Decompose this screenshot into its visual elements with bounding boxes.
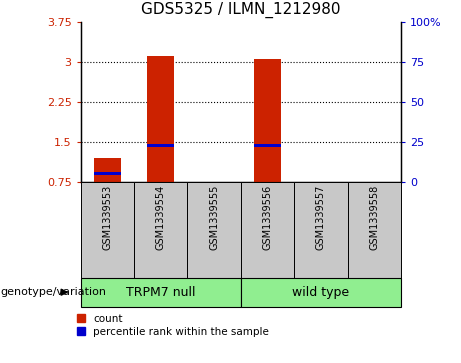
Text: genotype/variation: genotype/variation — [0, 287, 106, 297]
Text: GSM1339555: GSM1339555 — [209, 184, 219, 250]
Text: TRPM7 null: TRPM7 null — [126, 286, 195, 299]
Bar — [148, 144, 174, 147]
Text: GSM1339554: GSM1339554 — [156, 184, 166, 250]
FancyBboxPatch shape — [241, 278, 401, 307]
FancyBboxPatch shape — [294, 182, 348, 278]
Text: GSM1339556: GSM1339556 — [263, 184, 272, 250]
Text: wild type: wild type — [292, 286, 349, 299]
FancyBboxPatch shape — [348, 182, 401, 278]
FancyBboxPatch shape — [134, 182, 188, 278]
FancyBboxPatch shape — [81, 278, 241, 307]
Bar — [254, 59, 281, 182]
Bar — [148, 56, 174, 182]
Bar — [254, 144, 281, 147]
FancyBboxPatch shape — [81, 182, 134, 278]
Text: GSM1339557: GSM1339557 — [316, 184, 326, 250]
Bar — [94, 172, 121, 175]
FancyBboxPatch shape — [241, 182, 294, 278]
FancyBboxPatch shape — [188, 182, 241, 278]
Text: GSM1339553: GSM1339553 — [102, 184, 112, 250]
Bar — [94, 158, 121, 182]
Legend: count, percentile rank within the sample: count, percentile rank within the sample — [77, 314, 269, 337]
Title: GDS5325 / ILMN_1212980: GDS5325 / ILMN_1212980 — [141, 1, 341, 18]
Text: GSM1339558: GSM1339558 — [369, 184, 379, 250]
